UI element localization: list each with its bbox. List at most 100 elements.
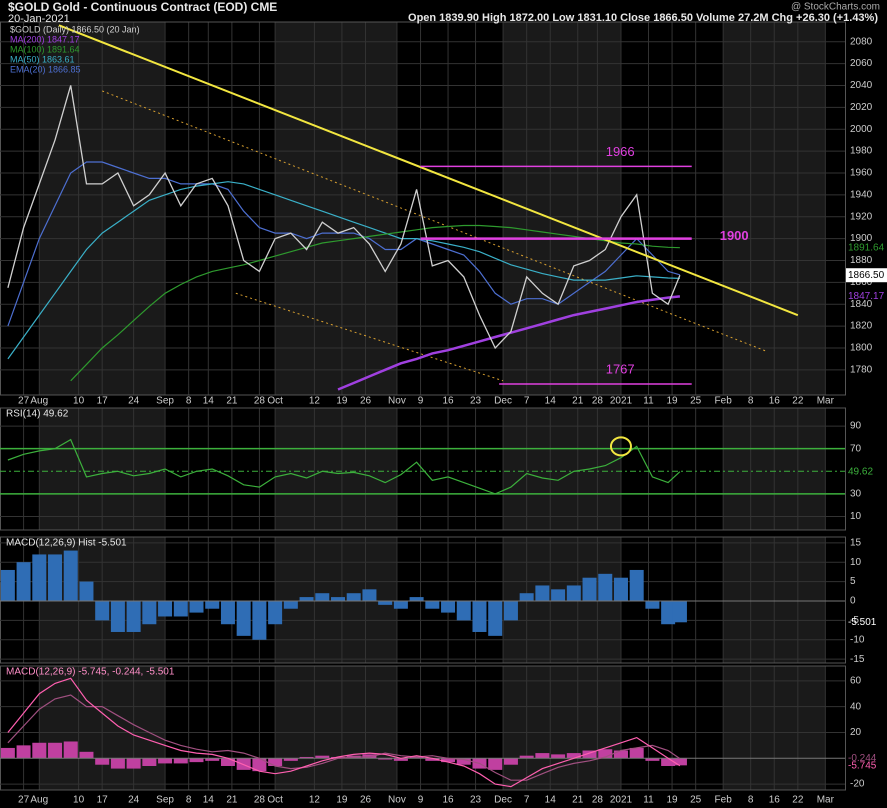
hist-bar <box>598 573 613 601</box>
value-label: -5.501 <box>848 617 877 628</box>
hist-bar <box>0 569 15 601</box>
hist-bar <box>126 758 141 769</box>
y-tick-label: -20 <box>850 779 865 790</box>
month-band <box>503 408 621 530</box>
x-tick-label: 25 <box>690 396 702 407</box>
hist-bar <box>268 600 283 625</box>
hist-bar <box>283 600 298 609</box>
x-tick-label: Sep <box>156 795 174 806</box>
hist-bar <box>205 600 220 609</box>
hist-bar <box>158 758 173 764</box>
hist-bar <box>142 600 157 625</box>
x-tick-label: 10 <box>73 795 85 806</box>
hist-bar <box>441 600 456 613</box>
hist-bar <box>456 758 471 765</box>
hist-bar <box>503 600 518 621</box>
x-tick-label: 14 <box>203 396 215 407</box>
hist-bar <box>393 758 408 761</box>
series-line <box>7 181 680 360</box>
series-line <box>7 694 681 781</box>
y-tick-label: 2020 <box>850 102 873 113</box>
hist-bar <box>378 758 393 760</box>
x-tick-label: 21 <box>226 795 238 806</box>
y-tick-label: -15 <box>850 654 865 665</box>
x-tick-label: 23 <box>470 795 482 806</box>
hist-bar <box>409 597 424 601</box>
x-tick-label: Aug <box>30 795 48 806</box>
hist-bar <box>503 758 518 765</box>
chart-date: 20-Jan-2021 <box>8 13 70 25</box>
x-tick-label: Mar <box>817 795 835 806</box>
hist-bar <box>672 600 687 623</box>
hist-bar <box>16 562 31 601</box>
channel-line <box>102 90 767 352</box>
hist-bar <box>48 742 63 759</box>
y-tick-label: 60 <box>850 675 862 686</box>
y-tick-label: -5 <box>850 615 859 626</box>
x-tick-label: 14 <box>545 396 557 407</box>
x-tick-label: Aug <box>30 396 48 407</box>
hist-bar <box>456 600 471 621</box>
hist-bar <box>110 758 125 769</box>
hist-bar <box>220 758 235 766</box>
highlight-circle <box>609 436 632 457</box>
hist-bar <box>16 745 31 759</box>
value-label: 1847.17 <box>848 291 885 302</box>
hist-bar <box>95 600 110 621</box>
hist-bar <box>79 751 94 759</box>
series-line <box>337 295 681 391</box>
hist-bar <box>551 589 566 601</box>
hist-bar <box>48 554 63 601</box>
value-label: -0.244 <box>848 753 877 764</box>
y-tick-label: 1820 <box>850 321 873 332</box>
y-tick-label: 1780 <box>850 364 873 375</box>
y-tick-label: 1940 <box>850 189 873 200</box>
month-band <box>275 22 397 395</box>
hist-bar <box>535 585 550 601</box>
y-tick-label: -10 <box>850 634 865 645</box>
hist-bar <box>672 758 687 766</box>
y-tick-label: 1900 <box>850 233 873 244</box>
x-tick-label: 16 <box>769 396 781 407</box>
series-line <box>7 85 681 350</box>
hist-bar <box>315 593 330 601</box>
series-line <box>7 438 681 495</box>
x-tick-label: 24 <box>128 795 140 806</box>
hist-bar <box>645 600 660 609</box>
legend-entry: MACD(12,26,9) Hist -5.501 <box>6 538 127 549</box>
y-tick-label: 1860 <box>850 277 873 288</box>
legend-entry: MA(200) 1847.17 <box>10 34 80 44</box>
x-tick-label: Nov <box>388 396 406 407</box>
y-tick-label: 90 <box>850 421 862 432</box>
hist-bar <box>189 600 204 613</box>
y-tick-label: 1980 <box>850 146 873 157</box>
x-tick-label: 9 <box>418 396 424 407</box>
x-tick-label: 16 <box>442 795 454 806</box>
hist-bar <box>582 577 597 601</box>
hist-bar <box>598 749 613 759</box>
x-tick-label: 12 <box>309 396 321 407</box>
value-label: 49.62 <box>848 466 873 477</box>
y-tick-label: 10 <box>850 557 862 568</box>
hist-bar <box>110 600 125 632</box>
hist-bar <box>315 755 330 759</box>
hist-bar <box>472 600 487 632</box>
x-tick-label: 17 <box>97 396 109 407</box>
value-label-box <box>846 268 887 283</box>
value-label: -5.745 <box>848 760 877 771</box>
legend-entry: RSI(14) 49.62 <box>6 409 69 420</box>
hist-bar <box>299 597 314 601</box>
channel-line <box>235 292 504 382</box>
y-tick-label: 1960 <box>850 168 873 179</box>
hist-bar <box>551 754 566 759</box>
x-tick-label: 11 <box>643 795 654 806</box>
hist-bar <box>95 758 110 765</box>
month-band <box>503 666 621 790</box>
x-tick-label: 19 <box>667 396 679 407</box>
y-tick-label: 20 <box>850 727 862 738</box>
hist-bar <box>393 600 408 609</box>
y-tick-label: 2040 <box>850 80 873 91</box>
x-tick-label: 27 <box>18 396 30 407</box>
legend-entry: $GOLD (Daily) 1866.50 (20 Jan) <box>10 24 140 34</box>
